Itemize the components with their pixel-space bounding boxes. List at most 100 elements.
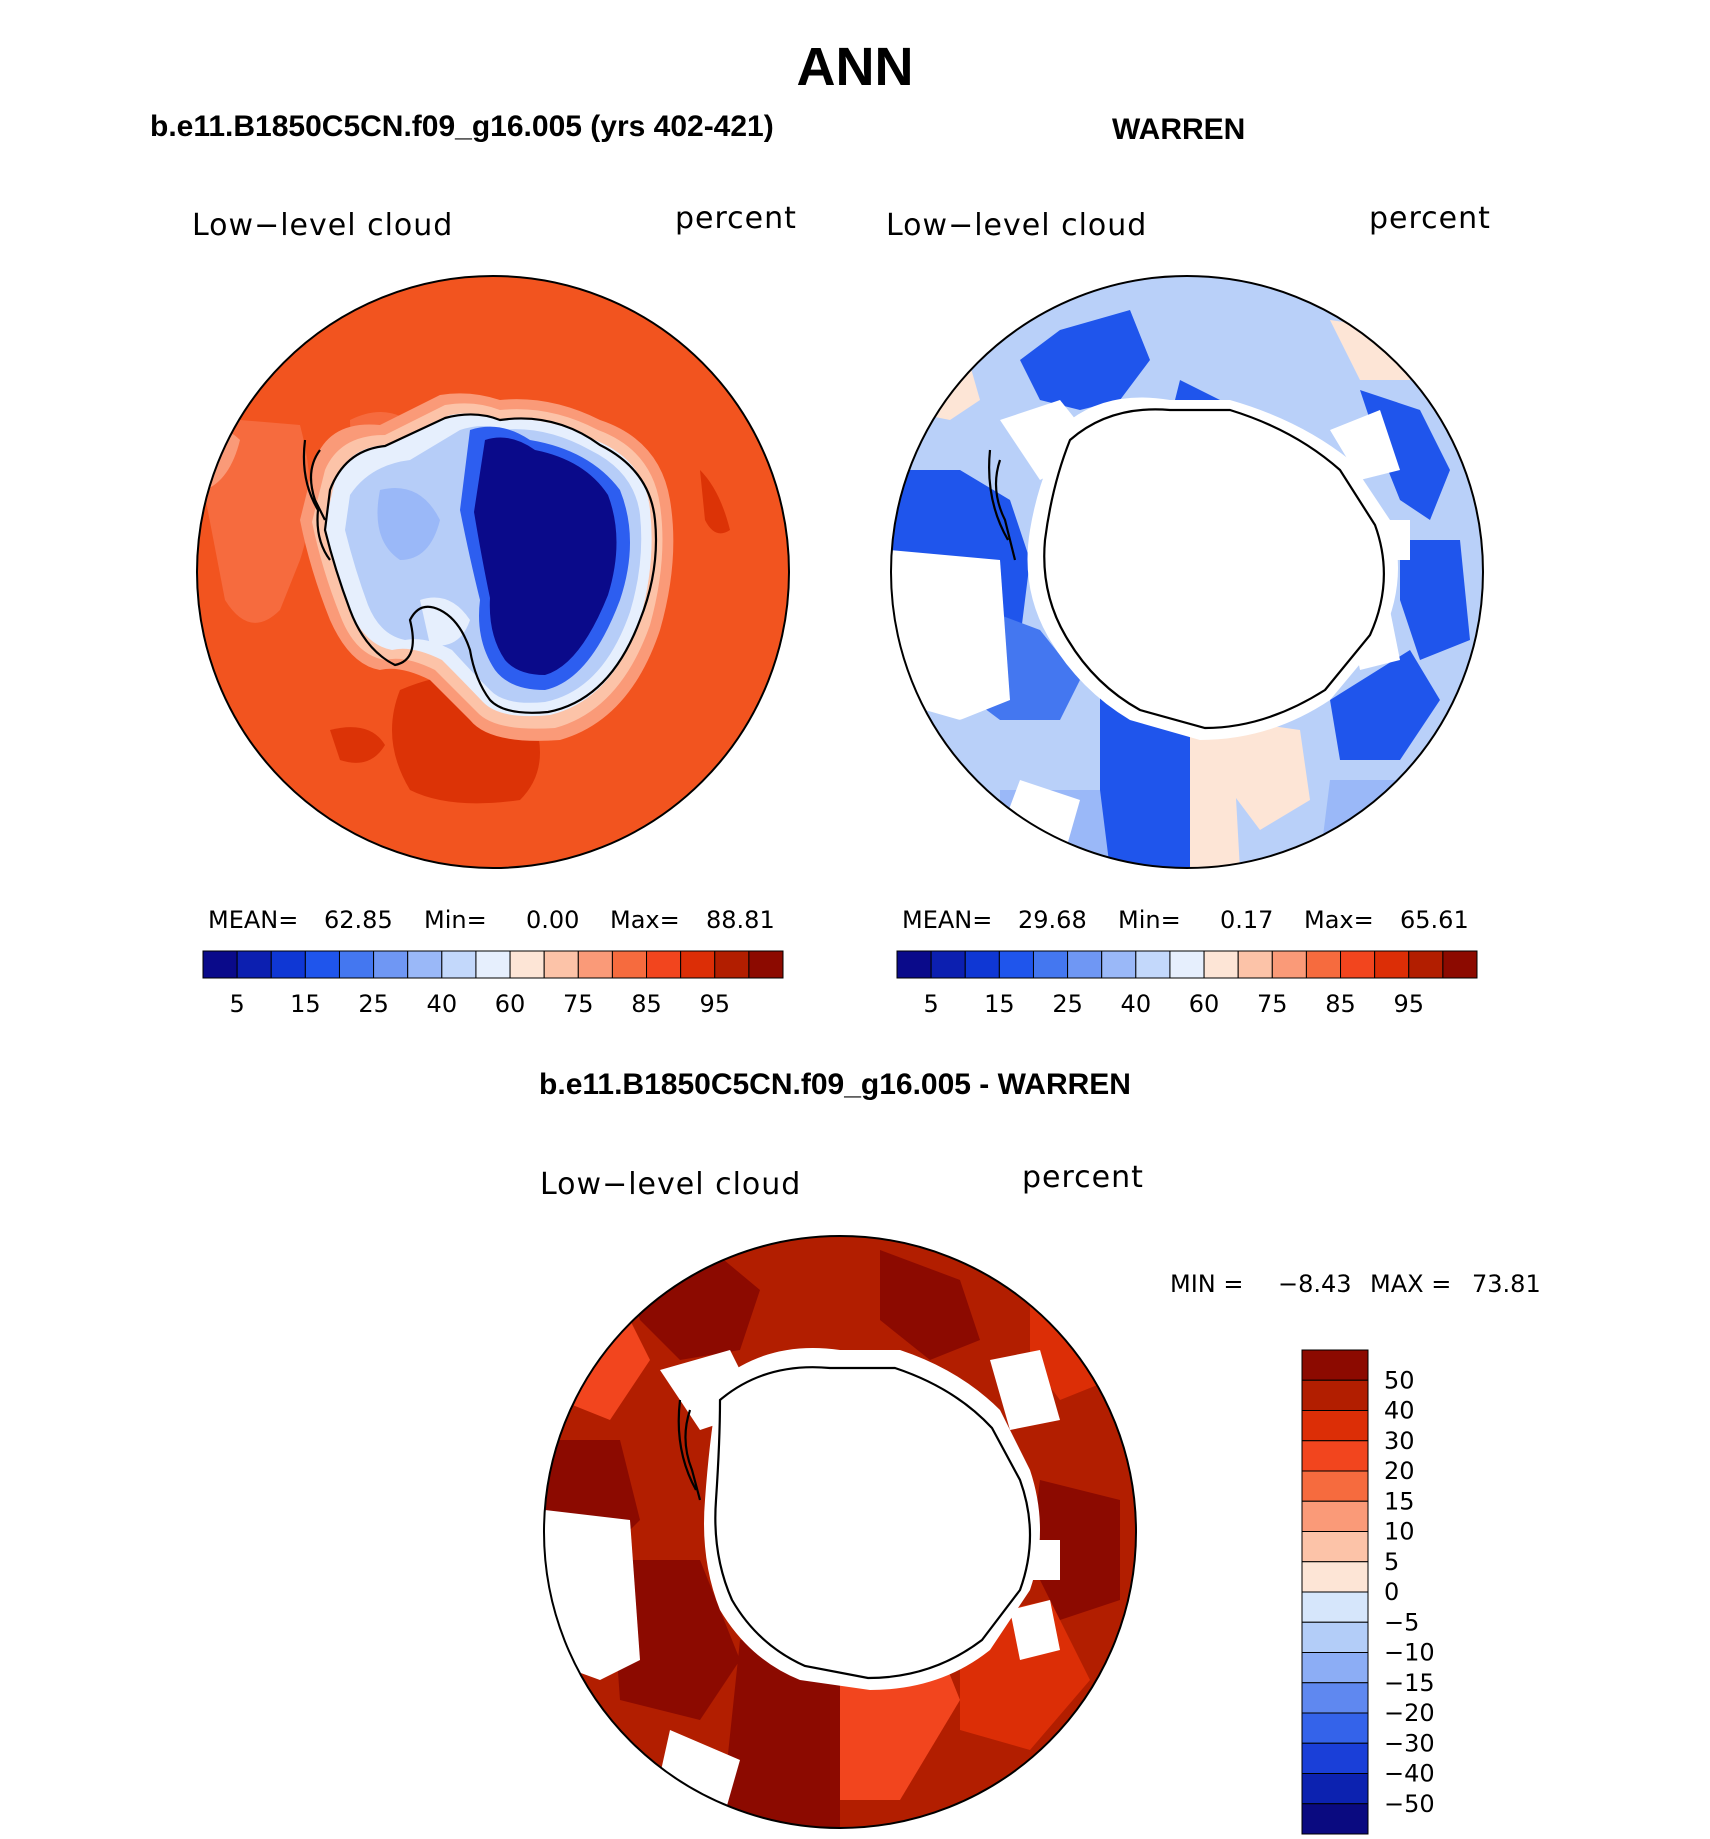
difference-colorbar-box [1301,1440,1369,1472]
model-colorbar-tick-label: 95 [699,990,730,1018]
model-colorbar-box [338,950,375,979]
model-colorbar-box [577,950,613,979]
obs-colorbar-tick-label: 15 [984,990,1015,1018]
model-mean-label: MEAN= [208,906,299,934]
obs-coastline [988,408,1385,730]
difference-colorbar-box [1301,1591,1369,1623]
model-map [197,276,789,868]
model-panel-title: b.e11.B1850C5CN.f09_g16.005 (yrs 402-421… [150,110,774,143]
difference-map [544,1236,1136,1828]
difference-map-border [543,1235,1137,1829]
obs-mean-label: MEAN= [902,906,993,934]
difference-colorbar-tick-label: 40 [1384,1397,1415,1425]
model-min-value: 0.00 [526,906,580,934]
difference-colorbar-tick-label: 15 [1384,1487,1415,1515]
difference-colorbar-tick-label: −15 [1384,1669,1435,1697]
obs-colorbar-box [1305,950,1342,979]
obs-colorbar-box [1271,950,1307,979]
difference-max-value: 73.81 [1472,1270,1541,1298]
obs-mean-value: 29.68 [1018,906,1087,934]
difference-colorbar-box [1301,1349,1369,1381]
difference-colorbar-box [1301,1742,1369,1774]
difference-colorbar-tick-label: −50 [1384,1790,1435,1818]
model-colorbar-box [611,950,648,979]
model-colorbar-box [407,950,443,979]
difference-min-label: MIN = [1170,1270,1244,1298]
model-colorbar-box [270,950,306,979]
model-max-label: Max= [610,906,680,934]
difference-colorbar-box [1301,1621,1369,1653]
model-map-border [196,275,790,869]
obs-colorbar-box [1340,950,1376,979]
model-colorbar-tick-label: 5 [229,990,244,1018]
obs-colorbar-box [1408,950,1444,979]
model-colorbar-box [714,950,750,979]
difference-colorbar-box [1301,1773,1369,1805]
figure-title: ANN [796,37,914,97]
obs-colorbar-box [1101,950,1137,979]
obs-map-border [890,275,1484,869]
difference-colorbar-box [1301,1561,1369,1593]
difference-colorbar-box [1301,1531,1369,1563]
difference-colorbar-box [1301,1803,1369,1835]
difference-colorbar-tick-label: −20 [1384,1699,1435,1727]
obs-map [891,276,1483,868]
obs-colorbar-box [964,950,1000,979]
obs-colorbar-box [1442,950,1478,979]
obs-colorbar-tick-label: 85 [1325,990,1356,1018]
obs-colorbar-box [1203,950,1239,979]
difference-colorbar-tick-label: −5 [1384,1608,1419,1636]
model-colorbar-box [373,950,409,979]
difference-colorbar-box [1301,1712,1369,1744]
difference-colorbar-box [1301,1379,1369,1411]
model-coastline [302,413,658,714]
model-colorbar-box [441,950,477,979]
obs-colorbar-box [998,950,1034,979]
obs-colorbar-tick-label: 25 [1052,990,1083,1018]
model-colorbar-box [509,950,545,979]
obs-max-label: Max= [1304,906,1374,934]
obs-colorbar-tick-label: 95 [1393,990,1424,1018]
difference-variable-label: Low−level cloud [540,1167,802,1202]
model-variable-label: Low−level cloud [192,208,454,243]
model-colorbar-box [543,950,579,979]
obs-colorbar-tick-label: 60 [1189,990,1220,1018]
obs-colorbar-box [1169,950,1205,979]
obs-units-label: percent [1369,201,1491,236]
difference-colorbar-tick-label: 30 [1384,1427,1415,1455]
difference-colorbar-box [1301,1410,1369,1442]
obs-panel-title: WARREN [1112,113,1246,146]
difference-panel-title: b.e11.B1850C5CN.f09_g16.005 - WARREN [539,1068,1131,1101]
difference-colorbar-tick-label: 20 [1384,1457,1415,1485]
model-colorbar: 5 15 25 40 60 75 85 95 [202,950,784,1018]
obs-colorbar-tick-label: 5 [923,990,938,1018]
obs-colorbar-box [896,950,932,979]
obs-variable-label: Low−level cloud [886,208,1148,243]
model-colorbar-box [680,950,716,979]
difference-units-label: percent [1022,1160,1144,1195]
obs-colorbar-box [1374,950,1410,979]
difference-colorbar-tick-label: −30 [1384,1729,1435,1757]
difference-colorbar-box [1301,1682,1369,1714]
model-colorbar-box [646,950,682,979]
obs-max-value: 65.61 [1400,906,1469,934]
difference-colorbar-tick-label: 10 [1384,1518,1415,1546]
obs-colorbar-box [1237,950,1273,979]
model-min-label: Min= [424,906,487,934]
difference-coastline [677,1366,1032,1680]
difference-min-value: −8.43 [1278,1270,1352,1298]
model-colorbar-tick-label: 75 [563,990,594,1018]
difference-colorbar-tick-label: −10 [1384,1639,1435,1667]
model-colorbar-box [202,950,238,979]
obs-min-label: Min= [1118,906,1181,934]
model-colorbar-box [748,950,784,979]
difference-colorbar-box [1301,1470,1369,1502]
model-colorbar-box [236,950,272,979]
difference-colorbar-tick-label: −40 [1384,1760,1435,1788]
model-units-label: percent [675,201,797,236]
obs-colorbar-box [1135,950,1171,979]
model-mean-value: 62.85 [324,906,393,934]
model-colorbar-tick-label: 15 [290,990,321,1018]
